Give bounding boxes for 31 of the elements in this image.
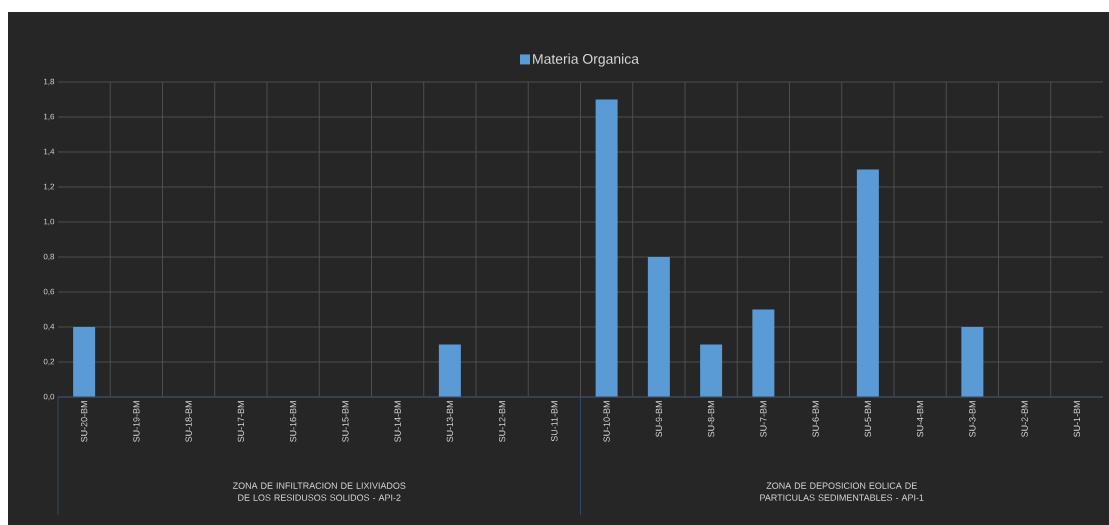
x-tick-label: SU-4-BM — [916, 401, 924, 437]
bar — [438, 344, 461, 397]
bar — [595, 99, 618, 397]
x-tick-label: SU-1-BM — [1073, 401, 1081, 437]
bar — [752, 309, 775, 397]
x-tick-label: SU-16-BM — [289, 401, 297, 442]
bar — [856, 169, 879, 397]
bar — [647, 257, 670, 397]
x-tick-label: SU-7-BM — [760, 401, 767, 437]
text: ZONA DE DEPOSICION EOLICA DE PARTICULAS SEDIMENTABLES - API-1 — [760, 482, 924, 501]
x-tick-label: SU-3-BM — [969, 401, 976, 437]
x-tick-label: SU-2-BM — [1021, 401, 1028, 437]
x-tick-label: SU-15-BM — [342, 401, 349, 442]
x-tick-label: SU-17-BM — [237, 401, 245, 442]
text: ZONA DE INFILTRACION DE LIXIVIADOS DE LOS RESIDUSOS SOLIDOS - API-2 — [232, 482, 406, 501]
legend-label: Materia Organica — [533, 53, 639, 67]
bar — [73, 327, 96, 397]
bar — [961, 327, 984, 397]
x-tick-label: SU-6-BM — [812, 401, 819, 437]
x-tick-label: SU-13-BM — [446, 401, 454, 442]
x-tick-label: SU-18-BM — [185, 401, 192, 442]
x-tick-label: SU-14-BM — [394, 401, 401, 442]
x-tick-label: SU-5-BM — [864, 401, 872, 437]
x-tick-label: SU-9-BM — [655, 401, 663, 437]
x-tick-label: SU-11-BM — [551, 401, 558, 442]
x-tick-label: SU-12-BM — [498, 401, 506, 442]
x-tick-label: SU-19-BM — [133, 401, 140, 442]
x-tick-label: SU-20-BM — [80, 401, 88, 442]
x-tick-label: SU-10-BM — [603, 401, 610, 442]
x-tick-label: SU-8-BM — [707, 401, 715, 437]
bar — [700, 344, 723, 397]
